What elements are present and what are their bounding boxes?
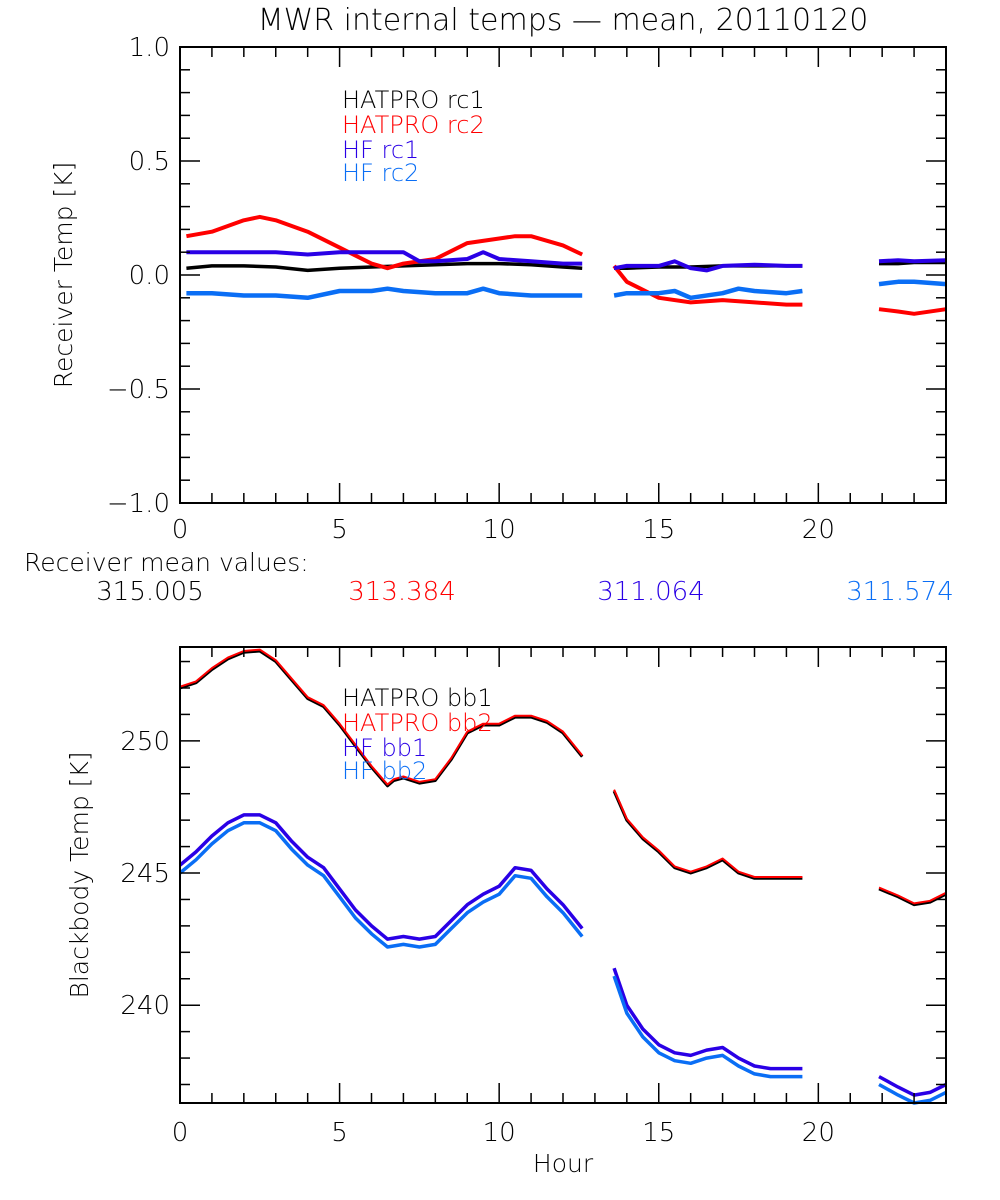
legend-entry-hatpro-rc2: HATPRO rc2 [342, 111, 485, 139]
y-tick-label: 0.5 [129, 147, 170, 177]
receiver-y-tick-labels: −1.0 −0.5 0.0 0.5 1.0 [107, 33, 170, 519]
mean-values-label: Receiver mean values: [24, 548, 309, 577]
receiver-y-axis-label: Receiver Temp [K] [49, 162, 78, 389]
blackbody-y-axis-label: Blackbody Temp [K] [65, 751, 94, 998]
y-tick-label: 1.0 [129, 33, 170, 63]
series-line-hf-rc2 [613, 286, 803, 301]
series-line-hatpro-bb1 [878, 887, 947, 907]
x-tick-label: 0 [172, 1118, 189, 1148]
receiver-plot-frame [179, 46, 947, 504]
y-tick-label: 250 [120, 727, 170, 757]
blackbody-plot-frame [179, 646, 947, 1104]
series-line-hf-bb2 [178, 821, 584, 949]
series-line-hatpro-bb1 [612, 790, 803, 880]
series-line-hf-bb2 [612, 975, 803, 1079]
series-line-hatpro-bb1 [179, 649, 584, 788]
x-tick-label: 10 [483, 515, 516, 545]
blackbody-temp-panel: 0 5 10 15 20 240 245 250 Blackbody Temp [K] Ho… [65, 646, 947, 1178]
legend-entry-hf-bb2: HF bb2 [342, 757, 427, 785]
y-tick-label: −0.5 [107, 375, 170, 405]
receiver-axis-ticks [179, 46, 947, 504]
x-tick-label: 5 [331, 515, 348, 545]
x-tick-label: 20 [802, 515, 835, 545]
blackbody-axis-ticks [179, 647, 947, 1103]
series-line-hf-rc1 [878, 258, 947, 264]
receiver-mean-values: Receiver mean values: 315.005 313.384 31… [24, 548, 954, 607]
series-line-hf-bb1 [878, 1075, 947, 1097]
series-line-hf-rc2 [186, 286, 583, 301]
series-line-hf-bb1 [612, 967, 803, 1071]
blackbody-legend: HATPRO bb1 HATPRO bb2 HF bb1 HF bb2 [342, 684, 493, 785]
series-line-hatpro-rc2 [186, 214, 584, 271]
legend-entry-hatpro-bb1: HATPRO bb1 [342, 684, 493, 712]
blackbody-series-group [178, 648, 947, 1105]
series-line-hatpro-bb2 [878, 886, 947, 905]
series-line-hatpro-bb2 [613, 789, 803, 878]
mean-value-hf-rc1: 311.064 [597, 577, 705, 607]
series-line-hatpro-rc2 [878, 307, 947, 316]
series-line-hf-rc1 [186, 250, 583, 266]
x-tick-label: 10 [483, 1118, 516, 1148]
mean-value-hf-rc2: 311.574 [846, 577, 954, 607]
x-tick-label: 15 [642, 515, 675, 545]
y-tick-label: −1.0 [107, 489, 170, 519]
x-axis-label: Hour [533, 1149, 594, 1178]
y-tick-label: 240 [120, 991, 170, 1021]
legend-entry-hf-rc1: HF rc1 [342, 136, 419, 164]
mean-value-hatpro-rc2: 313.384 [348, 577, 456, 607]
legend-entry-hatpro-bb2: HATPRO bb2 [342, 709, 493, 737]
blackbody-y-tick-labels: 240 245 250 [120, 727, 170, 1021]
series-line-hf-bb1 [178, 813, 584, 941]
chart-title: MWR internal temps — mean, 20110120 [258, 3, 869, 38]
series-line-hf-rc2 [878, 279, 947, 287]
y-tick-label: 0.0 [129, 261, 170, 291]
receiver-temp-panel: 0 5 10 15 20 −1.0 −0.5 0.0 0.5 1.0 Receiver Temp… [49, 33, 947, 545]
x-tick-label: 0 [172, 515, 189, 545]
y-tick-label: 245 [120, 859, 170, 889]
x-tick-label: 5 [331, 1118, 348, 1148]
x-tick-label: 20 [802, 1118, 835, 1148]
blackbody-x-tick-labels: 0 5 10 15 20 [172, 1118, 835, 1148]
x-tick-label: 15 [642, 1118, 675, 1148]
legend-entry-hatpro-rc1: HATPRO rc1 [342, 86, 485, 114]
series-line-hatpro-bb2 [179, 648, 583, 786]
receiver-x-tick-labels: 0 5 10 15 20 [172, 515, 835, 545]
legend-entry-hf-rc2: HF rc2 [342, 159, 419, 187]
legend-entry-hf-bb1: HF bb1 [342, 734, 427, 762]
mean-value-hatpro-rc1: 315.005 [96, 577, 204, 607]
receiver-legend: HATPRO rc1 HATPRO rc2 HF rc1 HF rc2 [342, 86, 485, 187]
receiver-series-group [186, 214, 947, 316]
series-line-hatpro-rc2 [612, 264, 803, 307]
series-line-hf-rc1 [613, 259, 803, 273]
